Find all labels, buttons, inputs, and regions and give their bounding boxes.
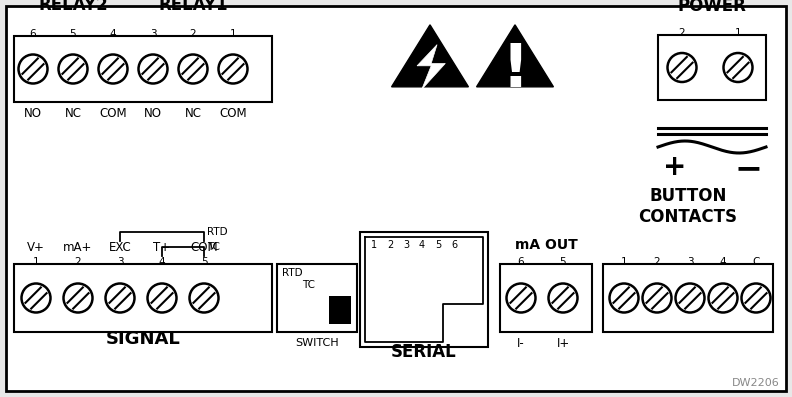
Circle shape [219,54,247,83]
Text: 1: 1 [371,240,377,250]
Text: 6: 6 [29,29,36,39]
Circle shape [642,283,672,312]
Circle shape [189,283,219,312]
Text: POWER: POWER [678,0,746,15]
Bar [329,296,351,324]
Polygon shape [477,25,554,87]
Text: I+: I+ [556,337,569,350]
Text: I-: I- [517,337,525,350]
Circle shape [178,54,208,83]
Circle shape [709,283,737,312]
Circle shape [741,283,771,312]
Text: 2: 2 [653,257,661,267]
Text: 1: 1 [735,28,741,38]
Text: 1: 1 [621,257,627,267]
Circle shape [139,54,167,83]
Text: SERIAL: SERIAL [391,343,457,361]
Text: NO: NO [24,107,42,120]
Circle shape [63,283,93,312]
Text: 3: 3 [403,240,409,250]
Text: 5: 5 [560,257,566,267]
Text: RTD: RTD [207,227,227,237]
Bar [500,264,592,332]
Bar [603,264,773,332]
Text: BUTTON
CONTACTS: BUTTON CONTACTS [638,187,737,226]
Text: 6: 6 [451,240,457,250]
Text: mA+: mA+ [63,241,93,254]
Circle shape [147,283,177,312]
Circle shape [18,54,48,83]
Bar [360,232,488,347]
Bar [14,36,272,102]
Text: EXC: EXC [109,241,131,254]
Polygon shape [417,44,445,89]
Text: −: − [734,152,762,185]
Text: SIGNAL: SIGNAL [105,330,181,348]
Text: 6: 6 [518,257,524,267]
Circle shape [105,283,135,312]
Text: mA OUT: mA OUT [515,238,577,252]
Text: 4: 4 [109,29,116,39]
Text: TC: TC [302,280,315,290]
Text: NC: NC [64,107,82,120]
Text: 5: 5 [435,240,441,250]
Text: SWITCH: SWITCH [295,338,339,348]
Text: 5: 5 [70,29,76,39]
Circle shape [610,283,638,312]
Text: V+: V+ [27,241,45,254]
Circle shape [507,283,535,312]
Text: 4: 4 [720,257,726,267]
Text: 3: 3 [116,257,124,267]
Text: COM: COM [190,241,218,254]
Circle shape [21,283,51,312]
Text: C: C [752,257,760,267]
Circle shape [668,53,696,82]
Text: 3: 3 [687,257,693,267]
Circle shape [676,283,705,312]
Circle shape [98,54,128,83]
Circle shape [59,54,87,83]
Bar [14,264,272,332]
Text: COM: COM [219,107,247,120]
Text: 5: 5 [200,257,208,267]
Text: NO: NO [144,107,162,120]
Bar [277,264,357,332]
Text: DW2206: DW2206 [733,378,780,388]
Circle shape [724,53,752,82]
Circle shape [549,283,577,312]
Text: RTD: RTD [282,268,303,278]
Polygon shape [391,25,468,87]
Text: T+: T+ [154,241,170,254]
Text: !: ! [501,41,529,100]
Text: 2: 2 [74,257,82,267]
Text: 2: 2 [386,240,393,250]
Bar [658,35,766,100]
Text: 4: 4 [158,257,166,267]
Text: RELAY1: RELAY1 [158,0,228,14]
Text: TC: TC [207,242,220,252]
Text: 2: 2 [190,29,196,39]
Text: 1: 1 [32,257,40,267]
Text: COM: COM [99,107,127,120]
Text: NC: NC [185,107,201,120]
Text: RELAY2: RELAY2 [38,0,108,14]
Text: 2: 2 [679,28,685,38]
Text: 3: 3 [150,29,156,39]
Text: 4: 4 [419,240,425,250]
Text: 1: 1 [230,29,236,39]
Text: +: + [664,153,687,181]
